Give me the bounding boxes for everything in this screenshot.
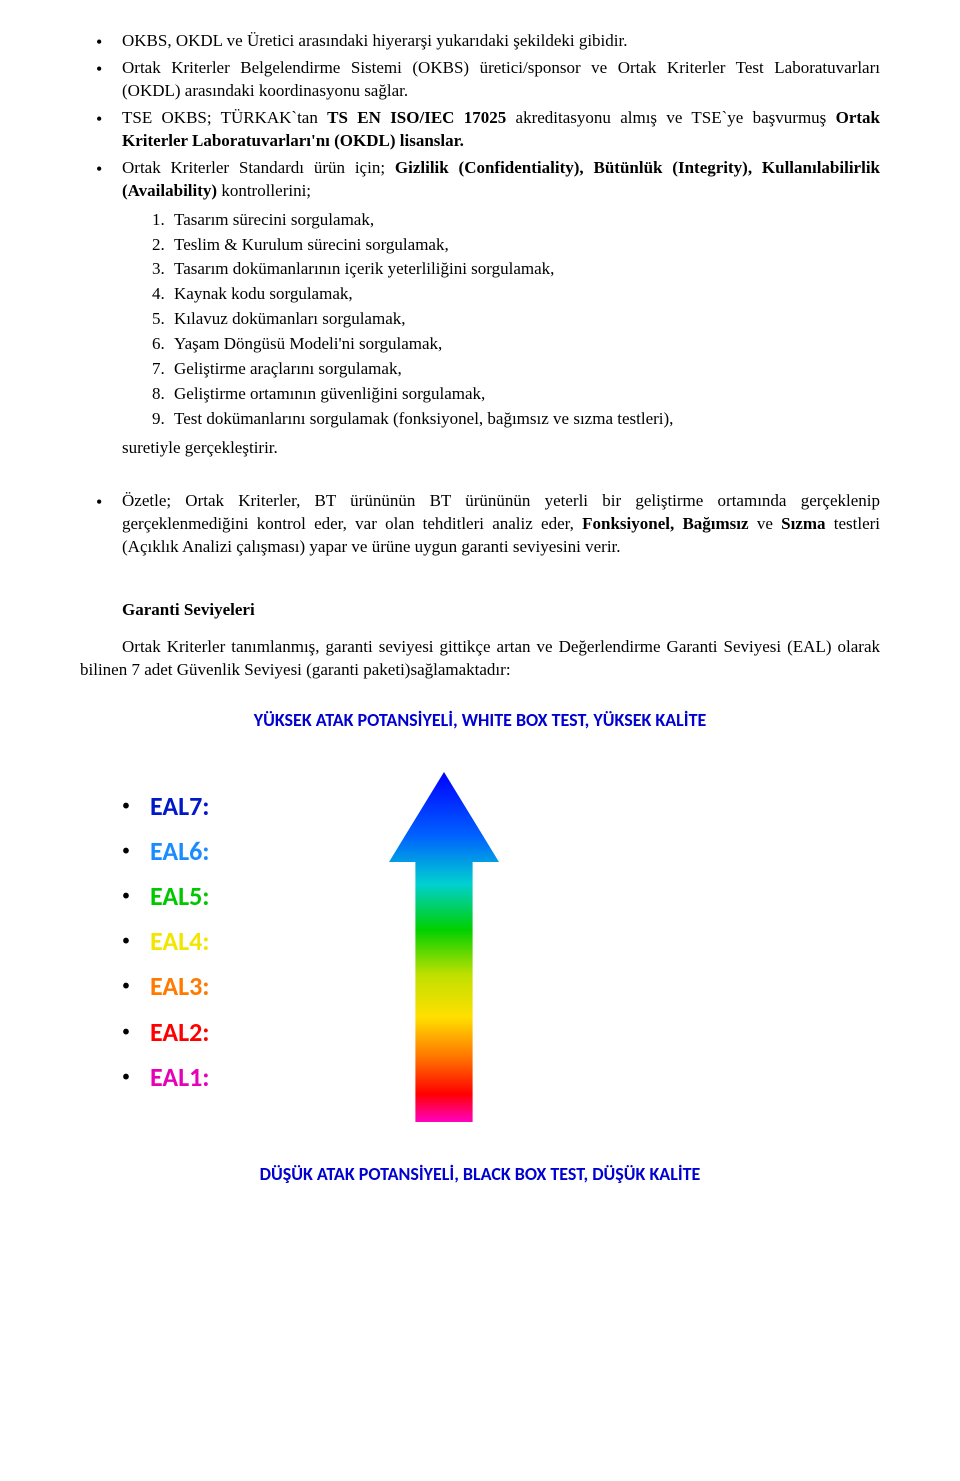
garanti-intro: Ortak Kriterler tanımlanmış, garanti sev…	[80, 636, 880, 682]
item-text: Tasarım dokümanlarının içerik yeterliliğ…	[174, 259, 554, 278]
list-item: 4.Kaynak kodu sorgulamak,	[152, 283, 880, 306]
item-number: 9.	[152, 408, 174, 431]
eal-item-6: EAL6:	[122, 834, 209, 869]
bullet-bold: TS EN ISO/IEC 17025	[327, 108, 506, 127]
eal-item-1: EAL1:	[122, 1060, 209, 1095]
section-heading-garanti: Garanti Seviyeleri	[80, 599, 880, 622]
item-text: Geliştirme araçlarını sorgulamak,	[174, 359, 402, 378]
item-text: Test dokümanlarını sorgulamak (fonksiyon…	[174, 409, 673, 428]
eal-item-3: EAL3:	[122, 969, 209, 1004]
gradient-arrow-icon	[389, 772, 499, 1122]
eal-item-5: EAL5:	[122, 879, 209, 914]
list-item: 8.Geliştirme ortamının güvenliğini sorgu…	[152, 383, 880, 406]
item-number: 6.	[152, 333, 174, 356]
summary-block: Özetle; Ortak Kriterler, BT ürününün BT …	[80, 490, 880, 559]
summary-bullet: Özetle; Ortak Kriterler, BT ürününün BT …	[122, 490, 880, 559]
list-item: 7.Geliştirme araçlarını sorgulamak,	[152, 358, 880, 381]
eal-label: EAL5:	[150, 880, 209, 912]
list-item: 3.Tasarım dokümanlarının içerik yeterlil…	[152, 258, 880, 281]
bullet-text: Ortak Kriterler Belgelendirme Sistemi (O…	[122, 58, 880, 100]
item-number: 1.	[152, 209, 174, 232]
list-item: 5.Kılavuz dokümanları sorgulamak,	[152, 308, 880, 331]
top-bullet-list: OKBS, OKDL ve Üretici arasındaki hiyerar…	[80, 30, 880, 203]
item-text: Kılavuz dokümanları sorgulamak,	[174, 309, 406, 328]
bullet-item: TSE OKBS; TÜRKAK`tan TS EN ISO/IEC 17025…	[122, 107, 880, 153]
summary-bold: Sızma	[781, 514, 825, 533]
eal-item-7: EAL7:	[122, 789, 209, 824]
item-number: 8.	[152, 383, 174, 406]
bullet-text-part: Ortak Kriterler Standardı ürün için;	[122, 158, 395, 177]
item-text: Yaşam Döngüsü Modeli'ni sorgulamak,	[174, 334, 442, 353]
list-item: 6.Yaşam Döngüsü Modeli'ni sorgulamak,	[152, 333, 880, 356]
item-number: 7.	[152, 358, 174, 381]
banner-top: YÜKSEK ATAK POTANSİYELİ, WHITE BOX TEST,…	[80, 708, 880, 732]
eal-item-2: EAL2:	[122, 1015, 209, 1050]
eal-label: EAL7:	[150, 790, 209, 822]
item-text: Geliştirme ortamının güvenliğini sorgula…	[174, 384, 485, 403]
banner-bottom: DÜŞÜK ATAK POTANSİYELİ, BLACK BOX TEST, …	[80, 1162, 880, 1186]
bullet-text: OKBS, OKDL ve Üretici arasındaki hiyerar…	[122, 31, 627, 50]
list-item: 9.Test dokümanlarını sorgulamak (fonksiy…	[152, 408, 880, 431]
bullet-text-part: kontrollerini;	[217, 181, 311, 200]
eal-section: EAL7: EAL6: EAL5: EAL4: EAL3: EAL2: EAL1…	[80, 772, 880, 1122]
item-number: 2.	[152, 234, 174, 257]
bullet-item: Ortak Kriterler Standardı ürün için; Giz…	[122, 157, 880, 203]
numbered-list: 1.Tasarım sürecini sorgulamak, 2.Teslim …	[80, 209, 880, 431]
list-item: 2.Teslim & Kurulum sürecini sorgulamak,	[152, 234, 880, 257]
list-item: 1.Tasarım sürecini sorgulamak,	[152, 209, 880, 232]
bullet-item: OKBS, OKDL ve Üretici arasındaki hiyerar…	[122, 30, 880, 53]
item-text: Kaynak kodu sorgulamak,	[174, 284, 353, 303]
eal-label: EAL3:	[150, 970, 209, 1002]
bullet-item: Ortak Kriterler Belgelendirme Sistemi (O…	[122, 57, 880, 103]
arrow-column	[389, 772, 499, 1122]
eal-item-4: EAL4:	[122, 924, 209, 959]
closing-line: suretiyle gerçekleştirir.	[80, 437, 880, 460]
eal-list: EAL7: EAL6: EAL5: EAL4: EAL3: EAL2: EAL1…	[122, 789, 209, 1105]
bullet-text-part: akreditasyonu almış ve TSE`ye başvurmuş	[506, 108, 835, 127]
eal-label: EAL1:	[150, 1061, 209, 1093]
item-number: 5.	[152, 308, 174, 331]
summary-text-part: ve	[749, 514, 782, 533]
eal-label: EAL2:	[150, 1016, 209, 1048]
bullet-text-part: TSE OKBS; TÜRKAK`tan	[122, 108, 327, 127]
item-number: 4.	[152, 283, 174, 306]
item-text: Teslim & Kurulum sürecini sorgulamak,	[174, 235, 449, 254]
summary-bold: Fonksiyonel, Bağımsız	[582, 514, 748, 533]
eal-label: EAL6:	[150, 835, 209, 867]
item-number: 3.	[152, 258, 174, 281]
item-text: Tasarım sürecini sorgulamak,	[174, 210, 374, 229]
eal-label: EAL4:	[150, 925, 209, 957]
